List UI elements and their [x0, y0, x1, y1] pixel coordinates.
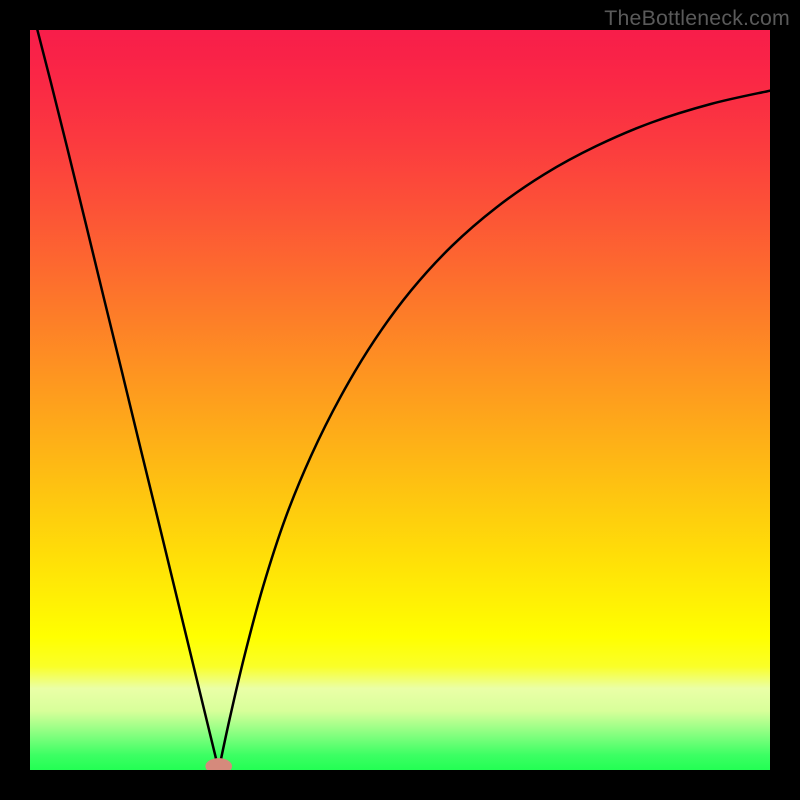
plot-area — [30, 30, 770, 770]
chart-container: TheBottleneck.com — [0, 0, 800, 800]
plot-svg — [30, 30, 770, 770]
gradient-background — [30, 30, 770, 770]
watermark-label: TheBottleneck.com — [604, 6, 790, 31]
